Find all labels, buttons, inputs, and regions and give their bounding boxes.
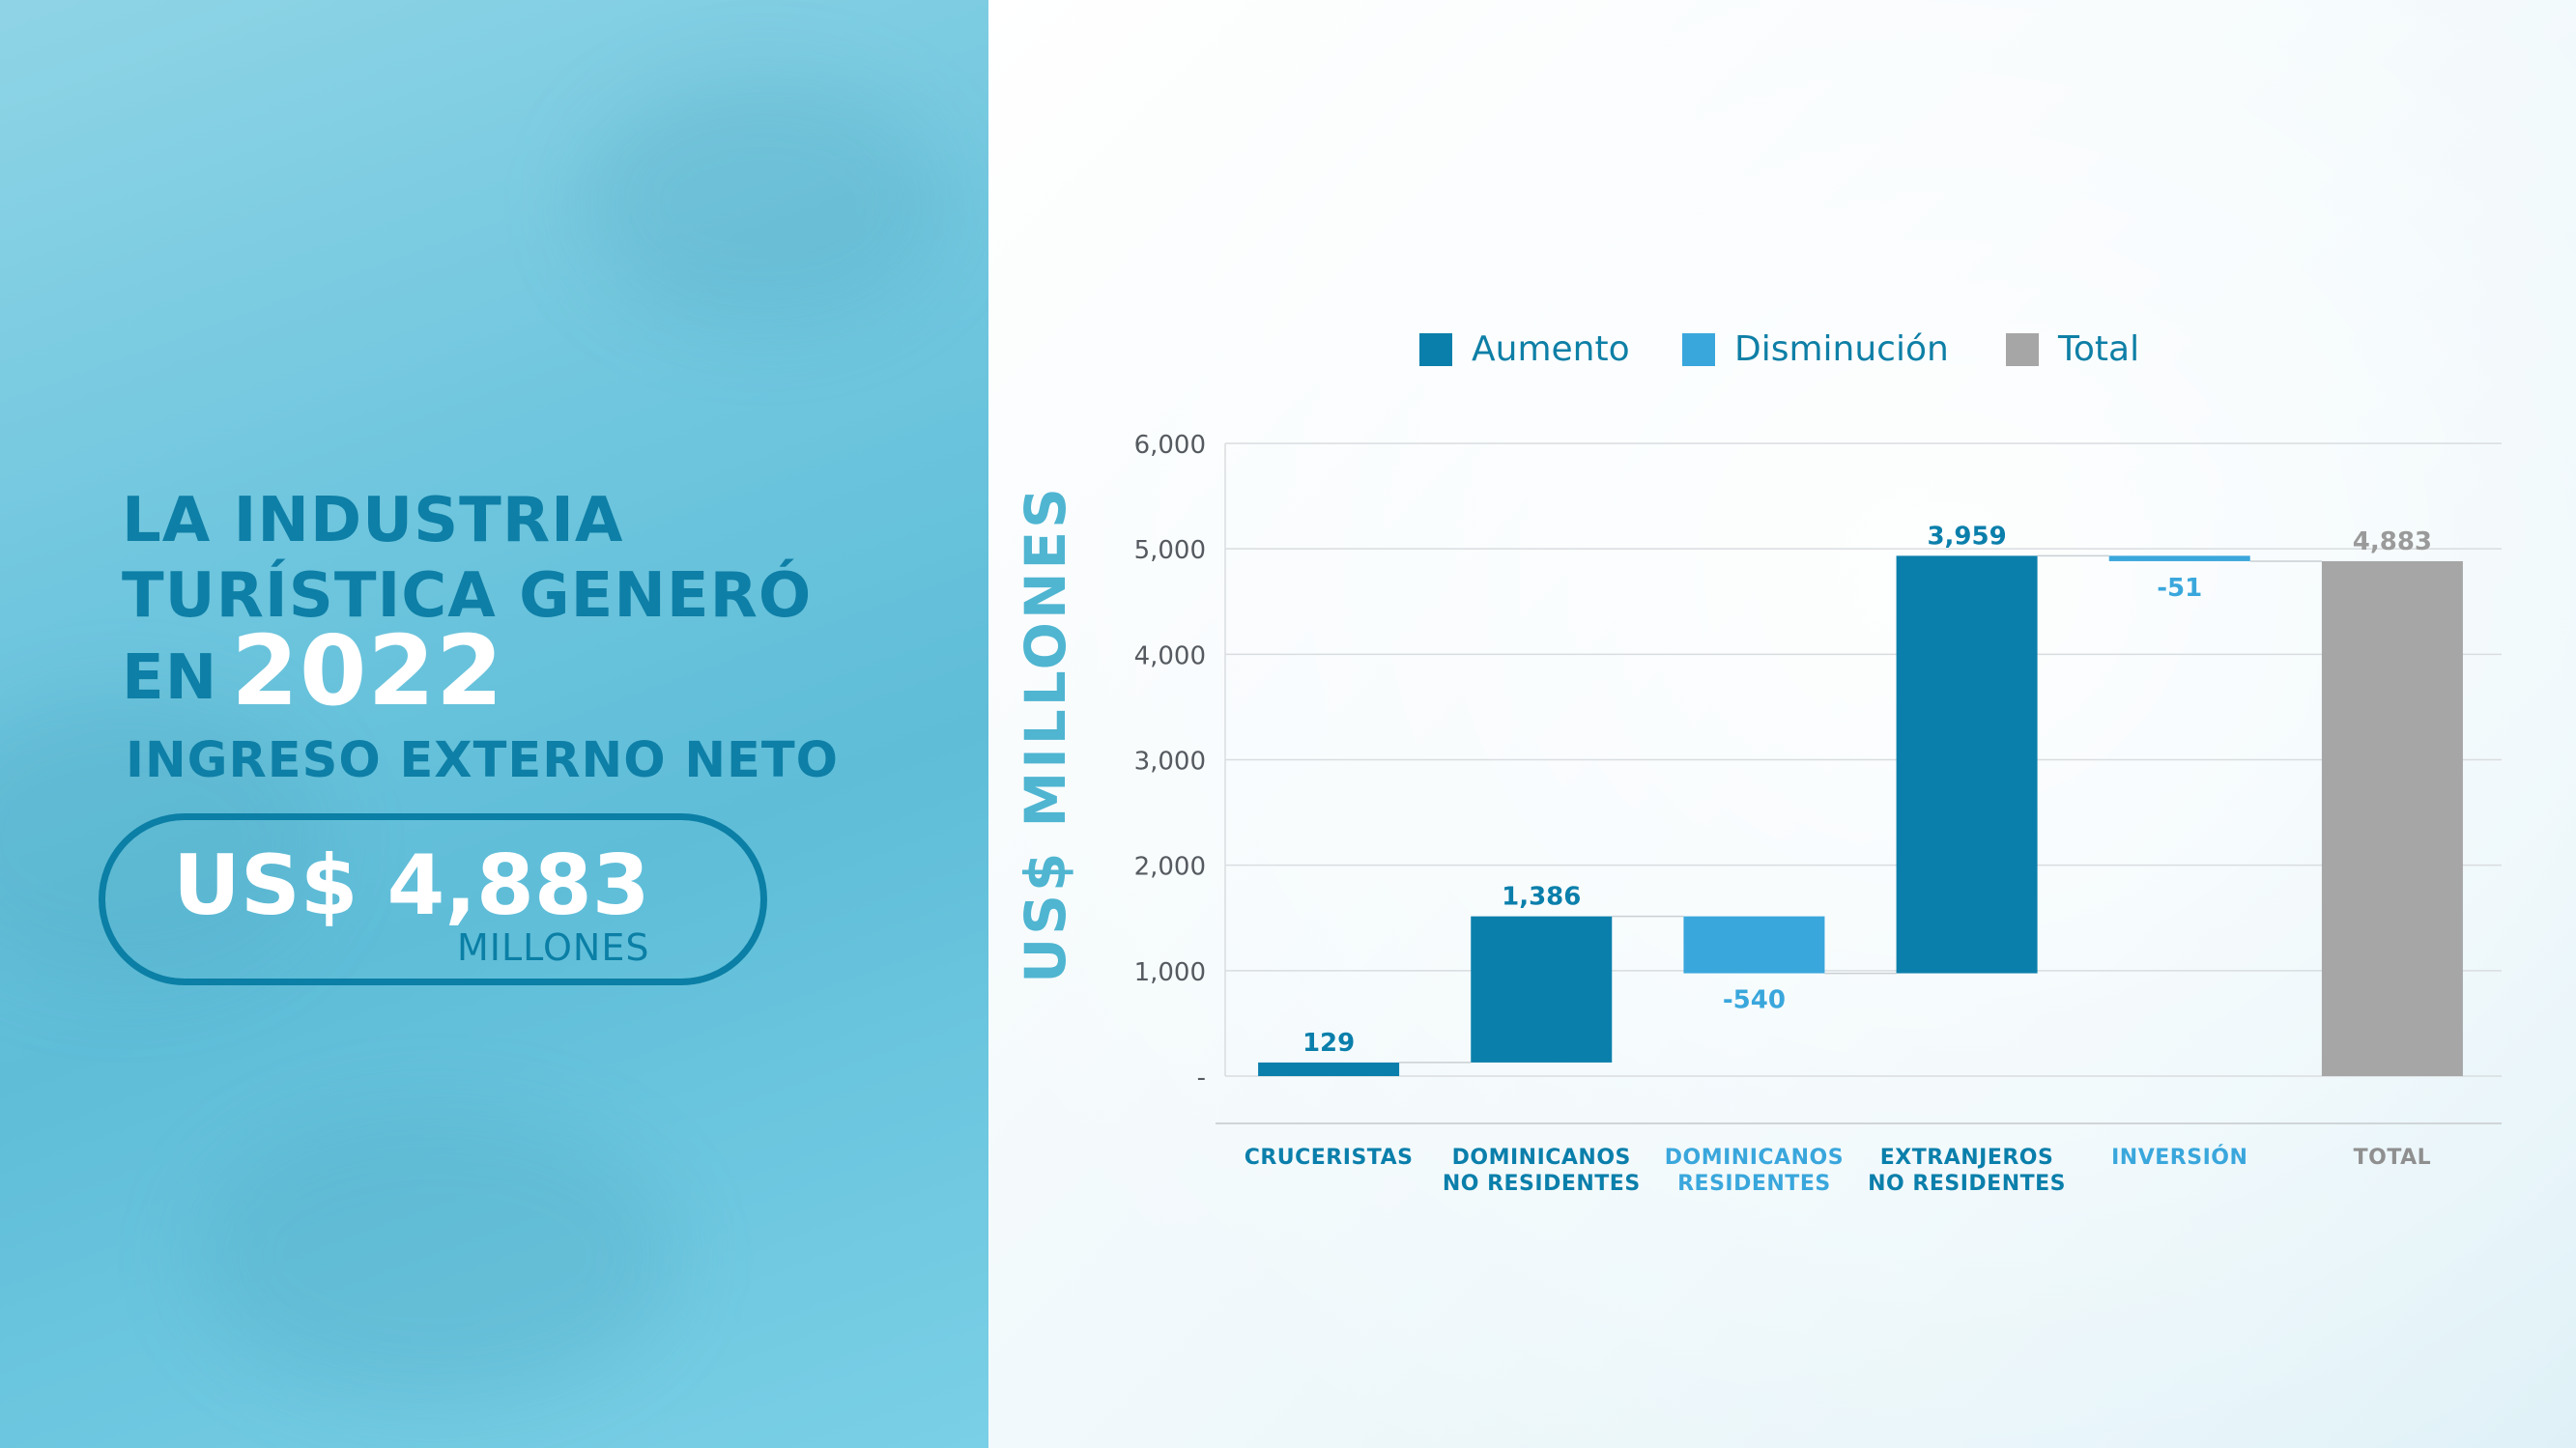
x-category-label: DOMINICANOS — [1665, 1146, 1844, 1170]
bar-5 — [2108, 555, 2250, 561]
x-category-label: NO RESIDENTES — [1443, 1172, 1641, 1196]
y-tick-label: 5,000 — [1134, 536, 1206, 565]
highlight-pill: US$ 4,883 MILLONES — [99, 813, 767, 985]
legend-label-3: Total — [2057, 329, 2139, 369]
x-category-label: EXTRANJEROS — [1880, 1146, 2054, 1170]
legend-swatch-1 — [1419, 333, 1452, 366]
data-label-6: 4,883 — [2353, 527, 2432, 556]
y-tick-label: 1,000 — [1134, 958, 1206, 987]
highlight-amount: US$ 4,883 — [173, 838, 650, 934]
data-label-1: 129 — [1302, 1029, 1355, 1058]
waterfall-chart: - 1,000 2,000 3,000 4,000 5,000 6,000 US$ MILLO… — [988, 0, 2576, 1448]
y-tick-label: 6,000 — [1134, 431, 1206, 460]
bar-2 — [1471, 916, 1613, 1063]
y-tick-label: 4,000 — [1134, 641, 1206, 670]
headline-year: 2022 — [231, 614, 504, 727]
x-category-label: CRUCERISTAS — [1245, 1146, 1414, 1170]
y-tick-label: 2,000 — [1134, 853, 1206, 882]
data-label-5: -51 — [2157, 574, 2202, 603]
headline: LA INDUSTRIA TURÍSTICA GENERÓ EN 2022 — [122, 483, 813, 720]
right-panel: - 1,000 2,000 3,000 4,000 5,000 6,000 US$ MILLO… — [988, 0, 2576, 1448]
chart-background — [988, 0, 2576, 1448]
legend-swatch-3 — [2006, 333, 2039, 366]
bar-4 — [1896, 555, 2038, 974]
data-label-3: -540 — [1723, 986, 1786, 1015]
x-category-label: RESIDENTES — [1677, 1172, 1831, 1196]
x-category-label: TOTAL — [2354, 1146, 2432, 1170]
bar-1 — [1258, 1062, 1400, 1076]
headline-line-1: LA INDUSTRIA — [122, 485, 624, 556]
data-label-4: 3,959 — [1927, 522, 2006, 551]
y-tick-label: - — [1197, 1064, 1206, 1093]
x-category-label: INVERSIÓN — [2111, 1145, 2247, 1170]
legend-swatch-2 — [1682, 333, 1715, 366]
x-category-label: NO RESIDENTES — [1868, 1172, 2066, 1196]
bar-3 — [1683, 916, 1825, 974]
headline-line-2: TURÍSTICA GENERÓ — [122, 560, 813, 632]
y-axis-title: US$ MILLONES — [1013, 485, 1078, 983]
bar-6 — [2321, 560, 2463, 1076]
headline-line-3: EN 2022 — [122, 623, 812, 720]
data-label-2: 1,386 — [1502, 883, 1581, 912]
headline-en: EN — [122, 642, 218, 714]
legend-label-2: Disminución — [1734, 329, 1949, 369]
highlight-unit: MILLONES — [457, 926, 650, 969]
x-category-label: DOMINICANOS — [1452, 1146, 1631, 1170]
subheadline: INGRESO EXTERNO NETO — [126, 732, 839, 789]
left-panel: LA INDUSTRIA TURÍSTICA GENERÓ EN 2022 ING… — [0, 0, 988, 1448]
legend-label-1: Aumento — [1472, 329, 1630, 369]
y-tick-label: 3,000 — [1134, 748, 1206, 777]
